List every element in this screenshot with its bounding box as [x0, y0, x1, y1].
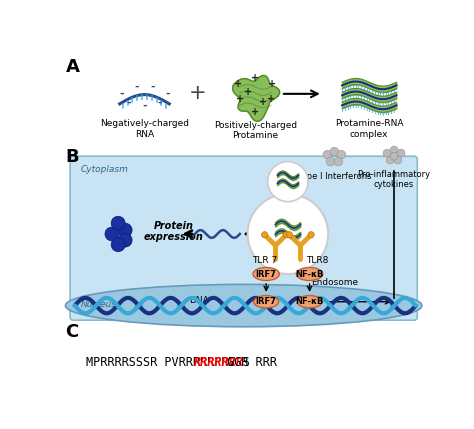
Circle shape [383, 149, 391, 157]
Polygon shape [233, 76, 280, 121]
Circle shape [337, 151, 346, 159]
FancyBboxPatch shape [70, 156, 417, 320]
Circle shape [247, 194, 328, 274]
Text: -: - [150, 82, 155, 92]
Text: Positively-charged
Protamine: Positively-charged Protamine [214, 121, 297, 140]
Circle shape [111, 238, 125, 252]
Text: TLR 7: TLR 7 [252, 256, 277, 265]
Ellipse shape [297, 296, 322, 308]
Text: +: + [188, 83, 206, 103]
Text: DNA: DNA [189, 296, 209, 305]
Text: -: - [127, 97, 131, 107]
Text: NF-κB: NF-κB [295, 297, 324, 306]
Text: Nucleus: Nucleus [81, 300, 117, 309]
Text: +: + [234, 79, 242, 89]
Ellipse shape [253, 267, 279, 281]
Text: IRF7: IRF7 [256, 269, 277, 278]
Circle shape [118, 223, 132, 237]
Text: -: - [158, 97, 162, 107]
Circle shape [308, 232, 314, 238]
Text: -: - [165, 89, 170, 99]
Text: -: - [142, 100, 147, 110]
Text: +: + [236, 94, 244, 104]
Text: NF-κB: NF-κB [295, 269, 324, 278]
Text: Protein
expression: Protein expression [144, 221, 204, 242]
Text: +: + [251, 106, 259, 117]
Circle shape [105, 227, 119, 241]
Circle shape [390, 152, 398, 160]
Text: -: - [135, 82, 139, 92]
Circle shape [118, 233, 132, 247]
Text: Cytoplasm: Cytoplasm [81, 166, 129, 175]
Text: Endosome: Endosome [311, 278, 358, 287]
Circle shape [330, 147, 338, 156]
Text: Type I Interferons: Type I Interferons [298, 172, 371, 181]
Text: B: B [65, 148, 79, 166]
Circle shape [334, 157, 343, 166]
Circle shape [262, 232, 268, 238]
Text: +: + [251, 73, 259, 83]
Circle shape [283, 232, 290, 238]
Ellipse shape [254, 296, 279, 308]
Text: TLR8: TLR8 [306, 256, 328, 265]
Text: +: + [244, 87, 252, 97]
Text: +: + [259, 97, 267, 107]
Circle shape [326, 157, 335, 166]
Text: Protamine-RNA
complex: Protamine-RNA complex [335, 119, 403, 139]
Text: Negatively-charged
RNA: Negatively-charged RNA [100, 119, 189, 139]
Ellipse shape [65, 284, 422, 327]
Circle shape [111, 216, 125, 230]
Circle shape [268, 162, 308, 202]
Circle shape [386, 156, 394, 164]
Text: Pro-inflammatory
cytokines: Pro-inflammatory cytokines [357, 170, 430, 190]
Text: RRRRRRR: RRRRRRR [194, 356, 244, 369]
Circle shape [397, 149, 405, 157]
Text: -: - [119, 89, 124, 99]
Circle shape [323, 151, 332, 159]
Ellipse shape [296, 267, 323, 281]
Text: MPRRRRSSSR PVRRRRRPRV S: MPRRRRSSSR PVRRRRRPRV S [86, 356, 250, 369]
Circle shape [286, 232, 292, 238]
Text: C: C [65, 323, 79, 341]
Text: GGR RRR: GGR RRR [227, 356, 277, 369]
Text: A: A [65, 57, 79, 76]
Text: IRF7: IRF7 [256, 297, 277, 306]
Circle shape [390, 146, 398, 154]
Text: +: + [267, 94, 275, 104]
Text: +: + [268, 79, 276, 89]
Circle shape [394, 156, 402, 164]
